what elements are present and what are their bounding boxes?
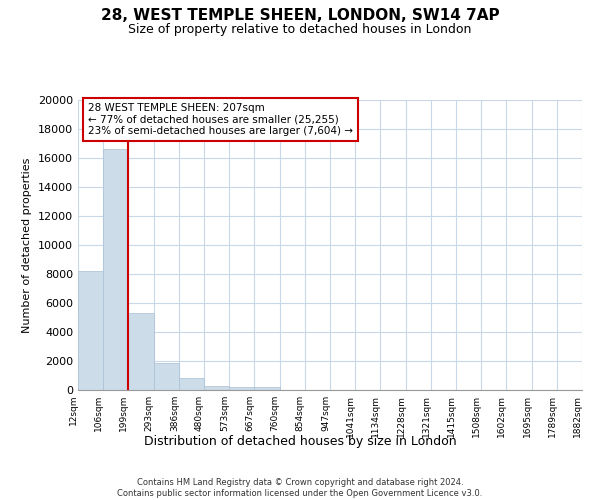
Bar xyxy=(78,271,103,390)
Y-axis label: Number of detached properties: Number of detached properties xyxy=(22,158,32,332)
Bar xyxy=(128,313,154,390)
Text: Contains HM Land Registry data © Crown copyright and database right 2024.
Contai: Contains HM Land Registry data © Crown c… xyxy=(118,478,482,498)
Text: 28, WEST TEMPLE SHEEN, LONDON, SW14 7AP: 28, WEST TEMPLE SHEEN, LONDON, SW14 7AP xyxy=(101,8,499,22)
Bar xyxy=(204,386,229,390)
Text: 28 WEST TEMPLE SHEEN: 207sqm
← 77% of detached houses are smaller (25,255)
23% o: 28 WEST TEMPLE SHEEN: 207sqm ← 77% of de… xyxy=(88,103,353,136)
Bar xyxy=(254,387,280,390)
Bar xyxy=(103,150,128,390)
Text: Size of property relative to detached houses in London: Size of property relative to detached ho… xyxy=(128,22,472,36)
Bar xyxy=(179,378,204,390)
Bar xyxy=(229,387,254,390)
Bar xyxy=(154,363,179,390)
Text: Distribution of detached houses by size in London: Distribution of detached houses by size … xyxy=(143,435,457,448)
